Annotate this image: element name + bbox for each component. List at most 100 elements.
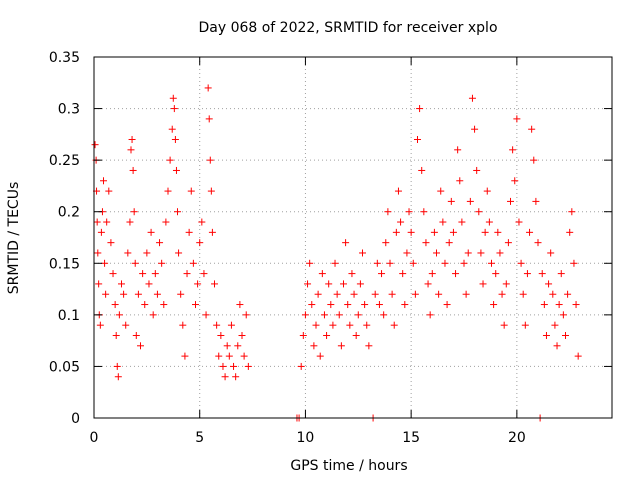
- data-point: [378, 270, 386, 278]
- data-point: [160, 301, 168, 309]
- data-point: [403, 249, 411, 257]
- data-point: [458, 218, 466, 226]
- data-point: [375, 301, 383, 309]
- data-point: [572, 301, 580, 309]
- data-point: [570, 259, 578, 267]
- data-point: [120, 290, 128, 298]
- data-point: [308, 301, 316, 309]
- data-point: [452, 270, 460, 278]
- data-point: [221, 373, 229, 381]
- data-point: [394, 187, 402, 195]
- data-point: [236, 301, 244, 309]
- x-tick-label: 15: [402, 430, 420, 446]
- data-point: [354, 311, 362, 319]
- data-point: [128, 136, 136, 144]
- data-point: [166, 156, 174, 164]
- data-point: [401, 301, 409, 309]
- data-point: [198, 218, 206, 226]
- data-point: [409, 259, 417, 267]
- grid: [94, 57, 612, 418]
- data-point: [323, 331, 331, 339]
- data-point: [468, 94, 476, 102]
- data-point: [331, 259, 339, 267]
- data-point: [433, 249, 441, 257]
- data-point: [346, 321, 354, 329]
- plot-frame: [93, 56, 613, 419]
- data-point: [521, 321, 529, 329]
- data-point: [555, 301, 563, 309]
- data-point: [479, 280, 487, 288]
- data-point: [350, 290, 358, 298]
- data-point: [337, 342, 345, 350]
- data-point: [177, 290, 185, 298]
- data-point: [416, 105, 424, 113]
- data-point: [168, 125, 176, 133]
- data-point: [344, 301, 352, 309]
- data-point: [143, 249, 151, 257]
- data-point: [325, 280, 333, 288]
- data-point: [447, 197, 455, 205]
- data-point: [519, 290, 527, 298]
- data-point: [449, 228, 457, 236]
- data-point: [158, 259, 166, 267]
- data-point: [318, 270, 326, 278]
- data-point: [301, 311, 309, 319]
- data-point: [111, 301, 119, 309]
- data-point: [445, 239, 453, 247]
- data-point: [115, 311, 123, 319]
- data-point: [538, 270, 546, 278]
- data-point: [564, 290, 572, 298]
- data-point: [131, 259, 139, 267]
- data-point: [356, 280, 364, 288]
- data-point: [477, 249, 485, 257]
- data-point: [299, 331, 307, 339]
- data-point: [540, 301, 548, 309]
- data-point: [542, 331, 550, 339]
- data-point: [126, 218, 134, 226]
- data-point: [475, 208, 483, 216]
- data-point: [557, 270, 565, 278]
- data-point: [314, 290, 322, 298]
- data-point: [234, 342, 242, 350]
- data-point: [494, 228, 502, 236]
- data-point: [175, 249, 183, 257]
- data-points: [91, 84, 582, 422]
- data-point: [227, 321, 235, 329]
- data-point: [373, 259, 381, 267]
- data-point: [204, 84, 212, 92]
- data-point: [206, 156, 214, 164]
- data-point: [215, 352, 223, 360]
- x-tick-label: 5: [195, 430, 204, 446]
- data-point: [170, 105, 178, 113]
- data-point: [534, 239, 542, 247]
- data-point: [547, 249, 555, 257]
- data-point: [96, 321, 104, 329]
- data-point: [386, 259, 394, 267]
- data-point: [574, 352, 582, 360]
- data-point: [179, 321, 187, 329]
- data-point: [109, 270, 117, 278]
- data-point: [504, 239, 512, 247]
- data-point: [549, 290, 557, 298]
- data-point: [566, 228, 574, 236]
- data-point: [515, 218, 523, 226]
- data-point: [151, 270, 159, 278]
- data-point: [422, 239, 430, 247]
- data-point: [242, 311, 250, 319]
- data-point: [113, 362, 121, 370]
- data-point: [559, 311, 567, 319]
- data-point: [413, 136, 421, 144]
- data-point: [107, 239, 115, 247]
- data-point: [174, 208, 182, 216]
- data-point: [153, 290, 161, 298]
- data-point: [435, 290, 443, 298]
- data-point: [238, 331, 246, 339]
- data-point: [217, 331, 225, 339]
- data-point: [164, 187, 172, 195]
- data-point: [424, 280, 432, 288]
- data-point: [147, 228, 155, 236]
- data-point: [122, 321, 130, 329]
- data-point: [335, 311, 343, 319]
- data-point: [130, 208, 138, 216]
